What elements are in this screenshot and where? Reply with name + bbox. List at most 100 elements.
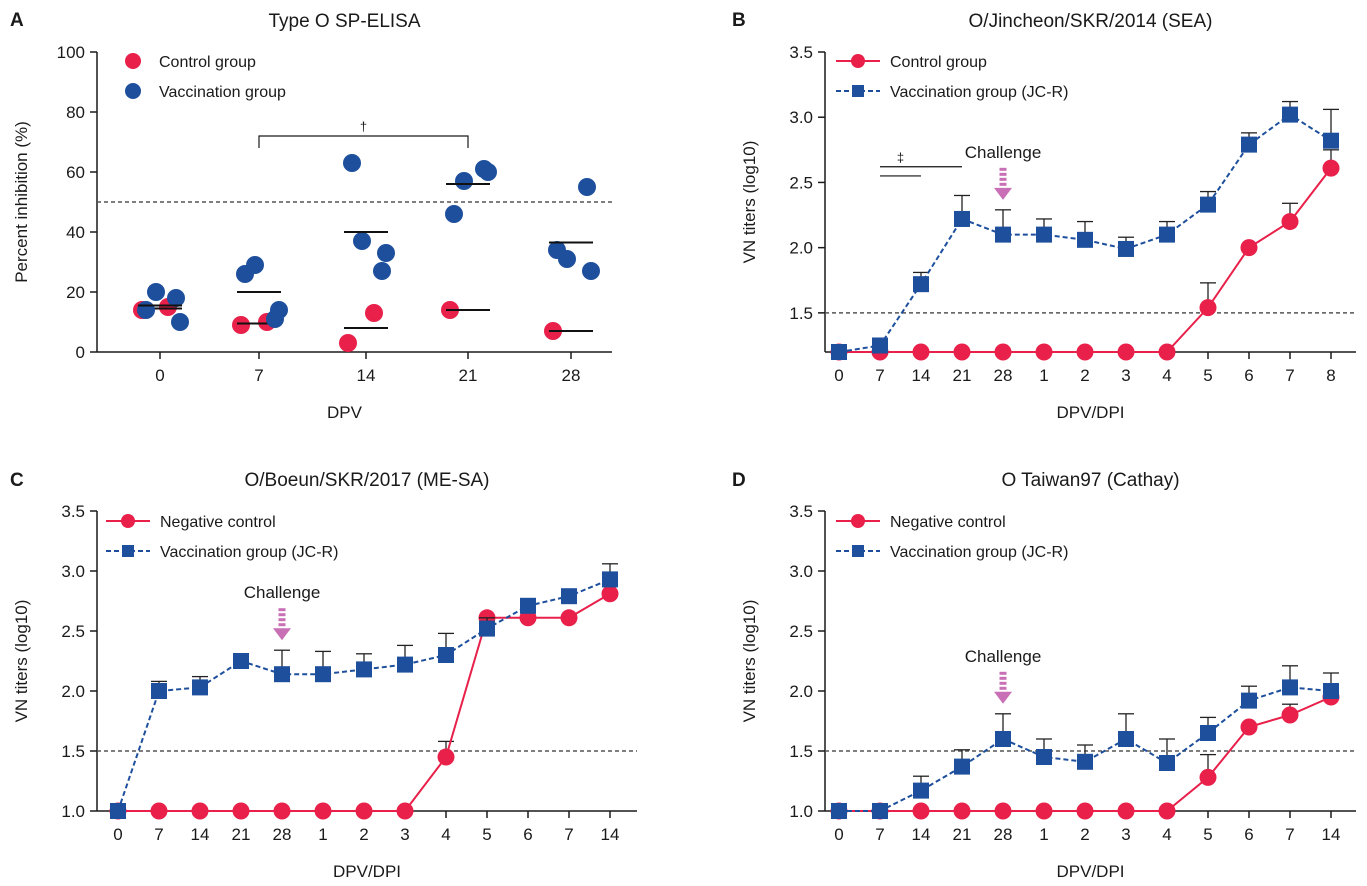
y-tick-label: 3.0: [789, 562, 813, 581]
control-point: [339, 334, 357, 352]
x-tick-label: 0: [834, 366, 843, 385]
vaccination-point: [1241, 692, 1257, 709]
control-point: [1199, 299, 1217, 317]
x-tick-label: 4: [441, 825, 450, 844]
vaccination-line: [117, 578, 611, 812]
vaccination-point: [954, 210, 970, 227]
y-tick-label: 3.5: [61, 502, 85, 521]
panel-letter: B: [732, 10, 746, 31]
x-tick-label: 4: [1162, 366, 1171, 385]
vaccination-point: [1118, 240, 1134, 257]
vaccination-point: [343, 154, 361, 172]
y-tick-label: 3.0: [61, 562, 85, 581]
control-point: [1322, 159, 1340, 177]
x-tick-label: 7: [1285, 825, 1294, 844]
vaccination-point: [373, 262, 391, 280]
x-tick-label: 6: [1244, 366, 1253, 385]
vaccination-point: [167, 289, 185, 307]
vaccination-point: [913, 276, 929, 293]
control-point: [365, 304, 383, 322]
legend-marker: [125, 83, 141, 99]
challenge-arrow-stem: [999, 671, 1007, 675]
panel-a: A Type O SP-ELISA 0 20 40 60 80 100 0 7 14 21 28 DPV P…: [10, 10, 612, 422]
vaccination-point: [192, 679, 208, 696]
panel-b: B O/Jincheon/SKR/2014 (SEA) 1.5 2.0 2.5 3.0 3.…: [732, 10, 1356, 422]
vaccination-point: [872, 803, 888, 819]
vaccination-point: [315, 666, 331, 683]
challenge-arrow-head: [994, 691, 1012, 704]
x-tick-label: 6: [523, 825, 532, 844]
vaccination-point: [1200, 196, 1216, 213]
vaccination-point: [1036, 749, 1052, 765]
vaccination-point: [1200, 725, 1216, 741]
vaccination-point: [872, 337, 888, 354]
control-point: [1281, 213, 1299, 231]
control-point: [1240, 718, 1258, 736]
x-tick-label: 5: [1203, 366, 1212, 385]
vaccination-point: [445, 205, 463, 223]
vaccination-point: [353, 232, 371, 250]
y-tick-label: 2.0: [789, 239, 813, 258]
x-tick-label: 6: [1244, 825, 1253, 844]
challenge-arrow: [994, 167, 1012, 200]
vaccination-point: [578, 178, 596, 196]
x-tick-label: 5: [1203, 825, 1212, 844]
x-tick-label: 14: [912, 825, 931, 844]
vaccination-point: [954, 758, 970, 775]
y-axis-label: Percent inhibition (%): [12, 121, 31, 283]
challenge-arrow-stem: [278, 613, 286, 617]
control-point: [912, 802, 930, 820]
control-point: [994, 802, 1012, 820]
challenge-arrow-stem: [999, 676, 1007, 680]
vaccination-point: [1282, 679, 1298, 696]
x-tick-label: 0: [113, 825, 122, 844]
y-tick-label: 2.5: [789, 622, 813, 641]
x-tick-label: 21: [232, 825, 251, 844]
vaccination-point: [1077, 231, 1093, 248]
vaccination-point: [1077, 753, 1093, 770]
control-point: [314, 802, 332, 820]
vaccination-point: [1036, 226, 1052, 243]
vaccination-point: [561, 588, 577, 605]
x-tick-label: 3: [1121, 825, 1130, 844]
control-point: [1240, 239, 1258, 257]
panel-title: Type O SP-ELISA: [268, 11, 420, 32]
vaccination-point: [1282, 106, 1298, 123]
challenge-arrow-stem: [999, 182, 1007, 186]
legend-marker: [851, 514, 865, 528]
control-point: [437, 748, 455, 766]
x-tick-label: 7: [875, 825, 884, 844]
challenge-arrow-stem: [278, 618, 286, 622]
y-tick-label: 40: [66, 223, 85, 242]
control-point: [273, 802, 291, 820]
control-point: [912, 343, 930, 361]
vaccination-point: [270, 301, 288, 319]
vaccination-point: [397, 656, 413, 673]
vaccination-point: [236, 265, 254, 283]
x-tick-label: 2: [1080, 825, 1089, 844]
vaccination-point: [520, 597, 536, 614]
challenge-label: Challenge: [244, 583, 321, 602]
control-point: [953, 802, 971, 820]
x-tick-label: 14: [191, 825, 210, 844]
x-tick-label: 3: [400, 825, 409, 844]
legend-marker: [852, 545, 864, 557]
x-tick-label: 21: [953, 825, 972, 844]
control-point: [1117, 343, 1135, 361]
legend-marker: [121, 514, 135, 528]
x-tick-label: 14: [912, 366, 931, 385]
control-point: [1199, 768, 1217, 786]
vaccination-point: [1241, 136, 1257, 153]
vaccination-point: [995, 226, 1011, 243]
control-point: [994, 343, 1012, 361]
vaccination-point: [438, 647, 454, 663]
y-tick-label: 100: [57, 43, 85, 62]
legend-marker: [122, 545, 134, 557]
y-tick-label: 3.5: [789, 43, 813, 62]
vaccination-point: [995, 731, 1011, 747]
legend-marker: [852, 85, 864, 97]
control-point: [1035, 802, 1053, 820]
y-tick-label: 20: [66, 283, 85, 302]
challenge-label: Challenge: [965, 647, 1042, 666]
